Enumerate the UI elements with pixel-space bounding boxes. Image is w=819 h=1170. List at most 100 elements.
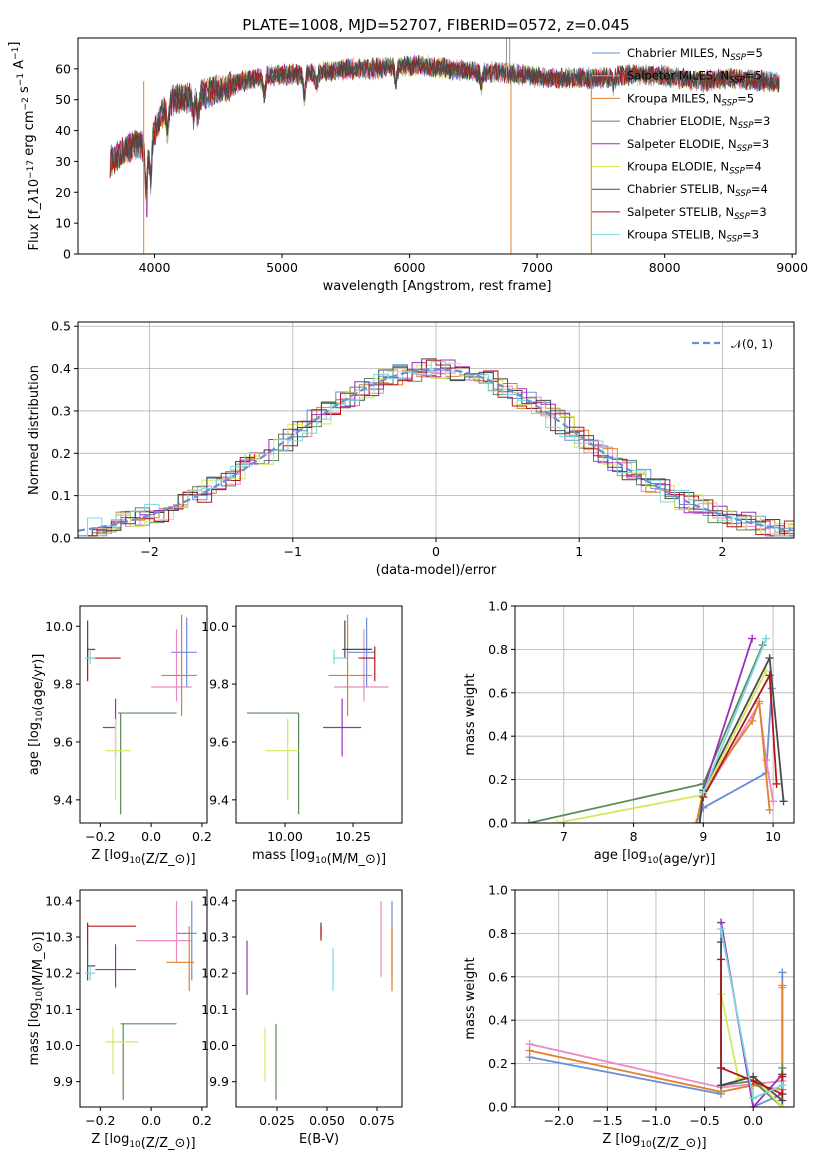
y-tick-label: 0.6 [488,685,508,700]
y-tick-label: 0.2 [488,772,508,787]
marker-salpeter_stelib [778,1072,787,1081]
y-tick-label: 9.6 [209,734,229,749]
legend-label: Kroupa MILES, NSSP=5 [627,91,754,108]
x-tick-label: 8000 [649,260,681,275]
mass-weight-line-kroupa_stelib [720,928,783,1100]
plot-area-mass_weight_vs_Z [525,918,787,1107]
x-tick-label: 4000 [139,260,171,275]
marker-salpeter_miles [762,756,771,765]
y-tick-label: 9.9 [53,1074,73,1089]
x-tick-label: 0 [432,544,440,559]
y-tick-label: 10.3 [45,930,73,945]
y-tick-label: 0.2 [51,446,71,461]
y-tick-label: 0.6 [488,969,508,984]
histogram-salpeter_miles [78,366,794,537]
spectrum-line-chabrier_stelib [109,55,780,190]
y-tick-label: 10.4 [201,893,229,908]
y-tick-label: 0.0 [51,531,71,546]
mass-weight-line-salpeter_elodie [720,922,783,1107]
x-tick-label: 7000 [521,260,553,275]
mass-weight-line-salpeter_elodie [702,638,753,791]
x-tick-label: 0.075 [359,1113,395,1128]
marker-kroupa_miles [778,981,787,990]
x-tick-label: 7 [560,829,568,844]
marker-kroupa_stelib [762,634,771,643]
y-axis-label: Flux [f_λ10−17 erg cm−2 s−1 A−1] [7,42,42,251]
plot-area-mass_vs_Z [85,900,197,1100]
y-tick-label: 0.1 [51,488,71,503]
y-tick-label: 9.8 [53,677,73,692]
x-axis-label: wavelength [Angstrom, rest frame] [323,279,552,294]
marker-salpeter_stelib [778,1089,787,1098]
x-tick-label: 0.0 [743,1113,763,1128]
x-tick-label: −0.2 [85,829,115,844]
axes-residuals: −2 −1 0 1 2 0.0 0.1 0.2 0.3 0.4 0.5 (data-model)/er… [27,319,795,578]
marker-kroupa_stelib [778,1081,787,1090]
axes-frame [77,37,797,255]
plot-area-age_vs_mass [246,614,389,815]
axes-frame [514,889,795,1108]
y-tick-label: 9.4 [209,792,229,807]
x-tick-label: −1 [284,544,302,559]
legend-label-normal: 𝒩(0, 1) [731,337,773,351]
marker-salpeter_elodie [749,1103,758,1107]
y-tick-label: 20 [55,185,71,200]
plot-area-mass_weight_vs_age [524,634,788,823]
mass-weight-line-kroupa_stelib [702,638,767,793]
y-tick-label: 0.5 [51,319,71,334]
y-tick-label: 40 [55,123,71,138]
x-tick-label: 5000 [266,260,298,275]
marker-kroupa_miles [765,805,774,814]
histogram-chabrier_stelib [78,358,794,537]
axes-spectrum: 4000 5000 6000 7000 8000 9000 0 10 20 30 40 50 60 wav… [7,37,808,294]
axes-mass_weight_vs_Z: −2.0 −1.5 −1.0 −0.5 0.0 0.0 0.2 0.4 0.6 0.8 1.0 Z [… [463,883,795,1151]
y-axis-label: mass weight [463,957,478,1039]
x-tick-label: 9 [699,829,707,844]
marker-chabrier_stelib [695,819,704,823]
y-tick-label: 9.4 [53,792,73,807]
x-tick-label: 0.025 [259,1113,295,1128]
y-tick-label: 0.4 [488,729,508,744]
legend-label: Salpeter STELIB, NSSP=3 [627,205,767,222]
axes-frame [514,605,795,824]
marker-kroupa_stelib [699,788,708,797]
legend-label: Salpeter ELODIE, NSSP=3 [627,137,769,154]
x-tick-label: −0.2 [85,1113,115,1128]
y-tick-label: 10.4 [45,893,73,908]
marker-salpeter_elodie [748,634,757,643]
x-tick-label: −1.0 [641,1113,671,1128]
histogram-salpeter_stelib [78,359,794,537]
x-axis-label: E(B-V) [299,1132,339,1147]
y-tick-label: 9.6 [53,734,73,749]
x-tick-label: −2 [140,544,158,559]
marker-chabrier_miles [778,968,787,977]
x-tick-label: −2.0 [544,1113,574,1128]
marker-kroupa_miles [525,1046,534,1055]
y-tick-label: 1.0 [488,883,508,898]
legend-label: Kroupa STELIB, NSSP=3 [627,228,759,245]
marker-chabrier_stelib [717,1081,726,1090]
spectrum-legend: Chabrier MILES, NSSP=5 Salpeter MILES, NS… [592,46,770,245]
y-tick-label: 0.0 [488,1100,508,1115]
marker-chabrier_stelib [779,797,788,806]
x-tick-label: 10.00 [267,829,303,844]
x-tick-label: −1.5 [592,1113,622,1128]
y-tick-label: 0.3 [51,403,71,418]
y-tick-label: 10.2 [45,966,73,981]
x-axis-label: (data-model)/error [376,563,497,578]
y-axis-label: Normed distribution [27,365,42,495]
x-axis-label: age [log10(age/yr)] [594,848,716,867]
marker-kroupa_stelib [749,1094,758,1103]
y-tick-label: 30 [55,154,71,169]
axes-mass_weight_vs_age: 7 8 9 10 0.0 0.2 0.4 0.6 0.8 1.0 age [log10(age/yr… [463,599,795,867]
marker-salpeter_miles [769,797,778,806]
marker-salpeter_stelib [717,1063,726,1072]
axes-frame [79,605,208,824]
mass-weight-line-chabrier_stelib [698,654,785,823]
axes-mass_vs_Z: −0.2 0.0 0.2 9.9 10.0 10.1 10.2 10.3 10.4 Z [log1… [27,889,212,1151]
x-axis-label: Z [log10(Z/Z_⊙)] [91,1132,195,1151]
y-tick-label: 10.0 [45,619,73,634]
y-tick-label: 10.1 [45,1002,73,1017]
y-tick-label: 0.0 [488,816,508,831]
marker-salpeter_stelib [717,955,726,964]
